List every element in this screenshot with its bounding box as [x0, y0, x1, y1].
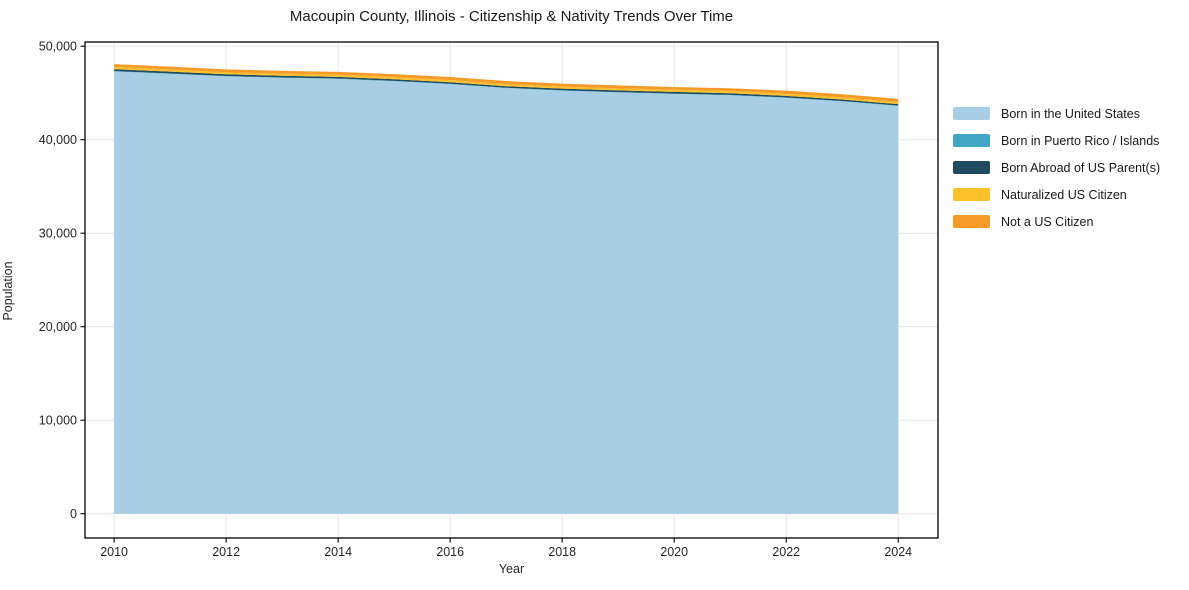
y-tick-label: 40,000	[39, 133, 77, 147]
legend-label: Born Abroad of US Parent(s)	[1001, 160, 1161, 175]
legend-swatch-icon	[953, 161, 990, 174]
legend-item-naturalized-us-citizen: Naturalized US Citizen	[953, 181, 1160, 208]
y-axis-label: Population	[1, 261, 15, 321]
x-tick-label: 2010	[100, 545, 128, 559]
y-tick-label: 0	[70, 507, 77, 521]
area-naturalized-us-citizen	[114, 67, 899, 105]
legend: Born in the United States Born in Puerto …	[953, 100, 1160, 235]
x-tick-label: 2014	[324, 545, 352, 559]
legend-label: Naturalized US Citizen	[1001, 187, 1127, 202]
legend-swatch-icon	[953, 188, 990, 201]
area-born-abroad-of-us-parent-s	[114, 69, 899, 106]
x-tick-label: 2020	[660, 545, 688, 559]
x-tick-label: 2022	[772, 545, 800, 559]
legend-item-born-in-the-united-states: Born in the United States	[953, 100, 1160, 127]
plot-border	[84, 41, 939, 539]
chart-title: Macoupin County, Illinois - Citizenship …	[289, 8, 734, 25]
y-tick-label: 20,000	[39, 320, 77, 334]
legend-swatch-icon	[953, 215, 990, 228]
y-tick-label: 10,000	[39, 414, 77, 428]
x-tick-label: 2016	[436, 545, 464, 559]
area-born-in-the-united-states	[114, 71, 899, 514]
y-tick-label: 30,000	[39, 227, 77, 241]
legend-item-not-a-us-citizen: Not a US Citizen	[953, 208, 1160, 235]
x-tick-label: 2018	[548, 545, 576, 559]
legend-label: Not a US Citizen	[1001, 214, 1094, 229]
legend-label: Born in Puerto Rico / Islands	[1001, 133, 1160, 148]
legend-swatch-icon	[953, 134, 990, 147]
area-born-in-puerto-rico-islands	[114, 71, 899, 106]
x-tick-label: 2012	[212, 545, 240, 559]
legend-label: Born in the United States	[1001, 106, 1140, 121]
area-not-a-us-citizen	[114, 64, 899, 103]
y-tick-label: 50,000	[39, 40, 77, 54]
legend-swatch-icon	[953, 107, 990, 120]
legend-item-born-abroad-of-us-parent-s: Born Abroad of US Parent(s)	[953, 154, 1160, 181]
x-tick-label: 2024	[884, 545, 912, 559]
x-axis-label: Year	[498, 562, 525, 576]
legend-item-born-in-puerto-rico-islands: Born in Puerto Rico / Islands	[953, 127, 1160, 154]
